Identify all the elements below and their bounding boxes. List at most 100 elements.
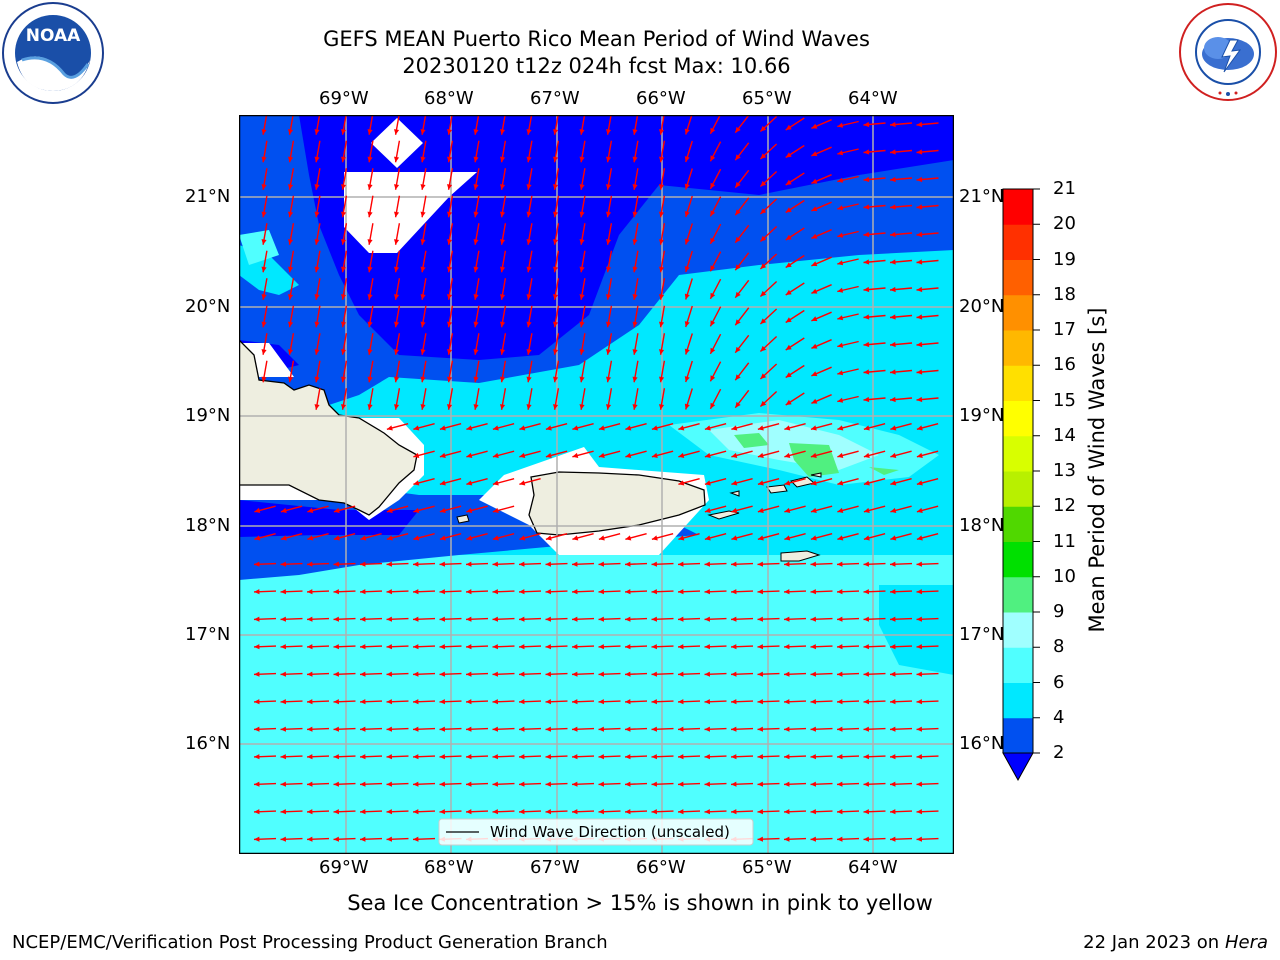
wind-wave-arrowhead xyxy=(254,726,260,732)
wind-wave-arrowhead xyxy=(890,259,896,265)
wind-wave-arrowhead xyxy=(863,507,870,513)
wind-wave-arrowhead xyxy=(413,425,420,431)
wind-wave-arrowhead xyxy=(572,699,578,705)
wind-wave-arrowhead xyxy=(420,129,426,135)
wind-wave-arrowhead xyxy=(757,535,764,541)
wind-wave-arrowhead xyxy=(341,129,347,135)
wind-wave-arrowhead xyxy=(500,211,506,218)
wind-wave-arrowhead xyxy=(651,425,658,431)
wind-wave-arrowhead xyxy=(704,480,711,486)
wind-wave-arrowhead xyxy=(572,726,578,732)
wind-wave-arrowhead xyxy=(784,535,791,541)
wind-wave-arrowhead xyxy=(757,809,763,815)
wind-wave-arrowhead xyxy=(704,425,711,431)
wind-wave-arrowhead xyxy=(367,239,373,245)
wind-wave-arrowhead xyxy=(553,129,559,135)
wind-wave-arrowhead xyxy=(447,404,453,410)
wind-wave-arrowhead xyxy=(439,535,446,541)
wind-wave-arrowhead xyxy=(473,156,479,163)
wind-wave-arrowhead xyxy=(333,671,339,677)
wind-wave-arrowhead xyxy=(810,671,816,677)
wind-wave-arrowhead xyxy=(519,425,526,431)
wind-wave-arrowhead xyxy=(678,425,685,431)
wind-wave-arrowhead xyxy=(447,376,453,383)
wind-wave-arrowhead xyxy=(500,266,506,273)
wind-wave-arrowhead xyxy=(916,781,922,787)
wind-wave-arrowhead xyxy=(526,239,532,245)
wind-wave-arrowhead xyxy=(916,535,923,541)
wind-wave-arrowhead xyxy=(890,480,897,486)
wind-wave-arrowhead xyxy=(439,452,446,458)
wind-wave-arrowhead xyxy=(863,480,870,486)
wind-wave-arrowhead xyxy=(307,616,313,622)
wind-wave-arrowhead xyxy=(863,452,870,458)
colorbar-tick-label: 18 xyxy=(1053,283,1076,305)
wind-wave-arrowhead xyxy=(572,425,579,431)
wind-wave-arrowhead xyxy=(447,294,453,300)
wind-wave-arrowhead xyxy=(341,404,347,410)
wind-wave-arrowhead xyxy=(678,754,684,760)
wind-wave-arrowhead xyxy=(439,616,445,622)
wind-wave-arrowhead xyxy=(731,425,738,431)
wind-wave-arrowhead xyxy=(254,836,260,842)
wind-wave-arrowhead xyxy=(810,480,817,486)
wind-wave-arrowhead xyxy=(333,507,340,513)
wind-wave-arrowhead xyxy=(678,561,684,567)
colorbar-tick-label: 11 xyxy=(1053,530,1076,552)
wind-wave-arrowhead xyxy=(837,205,844,211)
wind-wave-arrowhead xyxy=(492,589,498,595)
wind-wave-arrowhead xyxy=(710,155,716,162)
lat-label-left: 16°N xyxy=(185,733,231,754)
wind-wave-arrowhead xyxy=(704,726,710,732)
wind-wave-arrowhead xyxy=(394,211,400,218)
wind-wave-arrowhead xyxy=(394,321,400,328)
wind-wave-arrowhead xyxy=(785,207,792,213)
wind-wave-arrowhead xyxy=(651,671,657,677)
wind-wave-arrowhead xyxy=(307,754,313,760)
wind-wave-arrowhead xyxy=(386,589,392,595)
wind-wave-arrowhead xyxy=(500,156,506,163)
wind-wave-arrowhead xyxy=(784,644,790,650)
wind-wave-arrowhead xyxy=(288,266,294,273)
wind-wave-arrowhead xyxy=(545,699,551,705)
wind-wave-arrowhead xyxy=(420,156,426,163)
colorbar-tick-label: 6 xyxy=(1053,671,1065,693)
wind-wave-arrowhead xyxy=(704,809,710,815)
wind-wave-arrowhead xyxy=(760,400,767,407)
wind-wave-arrowhead xyxy=(916,369,923,375)
wind-wave-arrowhead xyxy=(598,561,604,567)
wind-wave-arrowhead xyxy=(280,671,286,677)
wind-wave-arrowhead xyxy=(545,644,551,650)
wind-wave-arrowhead xyxy=(863,754,869,760)
wind-wave-arrowhead xyxy=(579,211,585,218)
wind-wave-arrowhead xyxy=(704,589,710,595)
wind-wave-arrowhead xyxy=(288,294,294,300)
wind-wave-arrowhead xyxy=(280,616,286,622)
wind-wave-arrowhead xyxy=(492,452,499,458)
wind-wave-arrowhead xyxy=(553,211,559,218)
colorbar-segment xyxy=(1003,612,1033,648)
wind-wave-arrowhead xyxy=(466,616,472,622)
wind-wave-arrowhead xyxy=(890,535,897,541)
wind-wave-arrowhead xyxy=(341,156,347,163)
wind-wave-arrowhead xyxy=(811,206,818,212)
wind-wave-arrowhead xyxy=(837,535,844,541)
wind-wave-arrowhead xyxy=(785,289,792,295)
wind-wave-arrowhead xyxy=(916,671,922,677)
wind-wave-arrowhead xyxy=(553,321,559,328)
wind-wave-arrowhead xyxy=(341,266,347,273)
wind-wave-arrowhead xyxy=(704,561,710,567)
wind-wave-arrowhead xyxy=(413,589,419,595)
wind-wave-arrowhead xyxy=(784,425,791,431)
wind-wave-arrowhead xyxy=(519,726,525,732)
wind-wave-arrowhead xyxy=(598,671,604,677)
wind-wave-arrowhead xyxy=(651,754,657,760)
wind-wave-arrowhead xyxy=(492,781,498,787)
wind-wave-arrowhead xyxy=(314,184,320,190)
wind-wave-arrowhead xyxy=(810,644,816,650)
wind-wave-arrowhead xyxy=(314,266,320,273)
wind-wave-arrowhead xyxy=(678,480,685,486)
wind-wave-arrowhead xyxy=(333,561,339,567)
wind-wave-arrowhead xyxy=(684,293,690,300)
wind-wave-arrowhead xyxy=(735,209,741,216)
